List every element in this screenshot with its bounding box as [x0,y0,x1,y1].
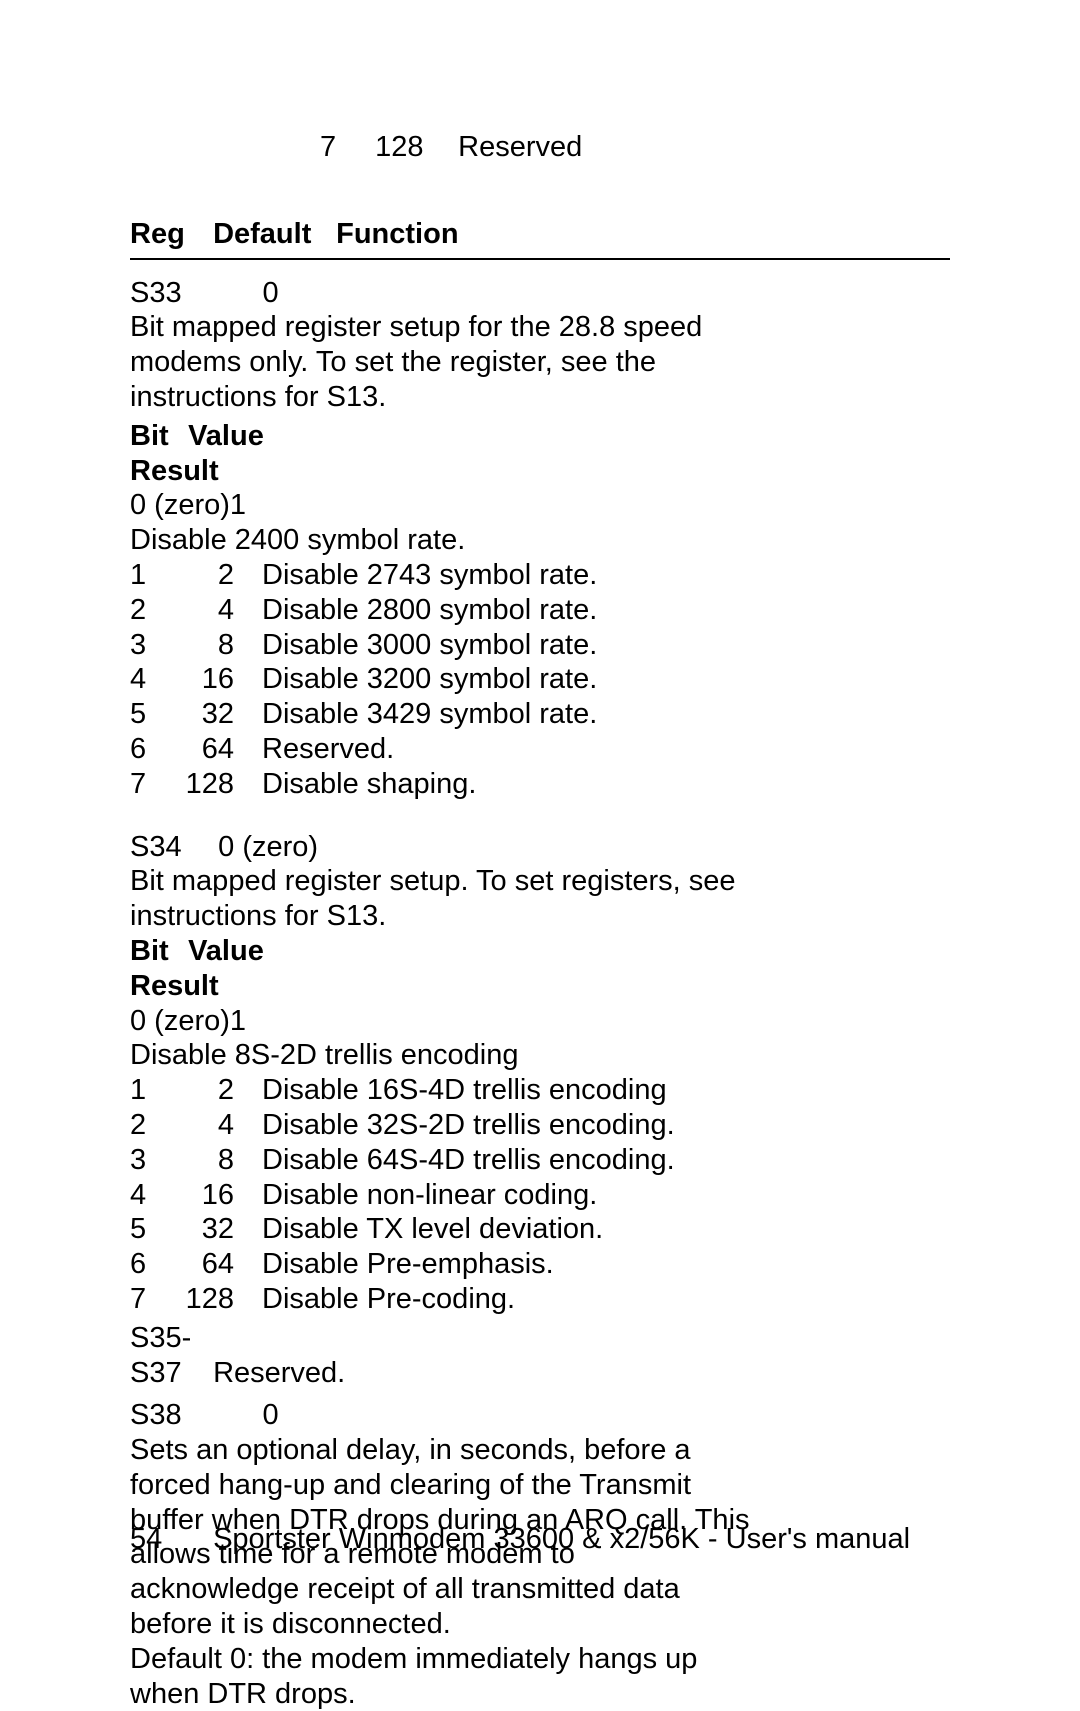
bit-row: 0 (zero)1 Disable 8S-2D trellis encoding [130,1004,750,1074]
register-entry-s35-s37: S35- S37 Reserved. [130,1321,950,1391]
bit-row: 38Disable 3000 symbol rate. [130,628,750,663]
page-number: 54 [130,1522,205,1557]
page-footer: 54 Sportster Winmodem 33600 & x2/56K - U… [130,1522,950,1557]
bit-row: 532Disable TX level deviation. [130,1212,750,1247]
bit-header: Bit [130,934,180,969]
function-cell: Bit mapped register setup. To set regist… [130,864,750,1316]
reg-line-1: S35- [130,1321,950,1356]
reg-cell: S34 [130,830,205,865]
page-content: 7 128 Reserved Reg Default Function S33 … [0,0,1080,1711]
value-header: Value [188,934,270,969]
bit-row: 664Disable Pre-emphasis. [130,1247,750,1282]
bit-row: 416Disable non-linear coding. [130,1178,750,1213]
header-function: Function [336,218,458,250]
default-cell: Reserved. [213,1356,328,1391]
orphan-bit-row: 7 128 Reserved [320,130,950,165]
bit-header-row: Bit Value Result [130,934,750,1004]
function-desc-2: Default 0: the modem immediately hangs u… [130,1643,697,1710]
register-entry-s34: S34 0 (zero) Bit mapped register setup. … [130,830,950,1317]
register-entry-s33: S33 0 Bit mapped register setup for the … [130,276,950,802]
value-cell: 128 [375,130,450,165]
bit-header-row: Bit Value Result [130,419,750,489]
result-header: Result [130,969,610,1004]
value-header: Value [188,419,270,454]
function-cell: Bit mapped register setup for the 28.8 s… [130,310,750,801]
bit-row: 532Disable 3429 symbol rate. [130,697,750,732]
bit-row: 38Disable 64S-4D trellis encoding. [130,1143,750,1178]
default-cell: 0 [213,1398,328,1433]
bit-row: 24Disable 32S-2D trellis encoding. [130,1108,750,1143]
bit-row: 12Disable 16S-4D trellis encoding [130,1073,750,1108]
reg-cell: S35- [130,1321,205,1356]
reg-line-2: S37 Reserved. [130,1356,950,1391]
result-cell: Disable 2400 symbol rate. [130,523,610,558]
bit-zero-cell: 0 (zero)1 [130,1004,262,1039]
result-cell: Disable 8S-2D trellis encoding [130,1038,610,1073]
result-cell: Reserved [458,131,582,163]
bit-row: 664Reserved. [130,732,750,767]
bit-header: Bit [130,419,180,454]
bit-table: Bit Value Result 0 (zero)1 Disable 2400 … [130,419,750,802]
header-default: Default [213,217,328,252]
reg-cell: S37 [130,1356,205,1391]
header-reg: Reg [130,217,205,252]
table-header-row: Reg Default Function [130,217,950,260]
bit-row: 416Disable 3200 symbol rate. [130,662,750,697]
bit-table: Bit Value Result 0 (zero)1 Disable 8S-2D… [130,934,750,1317]
reg-cell: S38 [130,1398,205,1433]
bit-row: 0 (zero)1 Disable 2400 symbol rate. [130,488,750,558]
bit-row: 24Disable 2800 symbol rate. [130,593,750,628]
footer-title: Sportster Winmodem 33600 & x2/56K - User… [213,1523,910,1555]
default-cell: 0 [213,276,328,311]
function-cell: Sets an optional delay, in seconds, befo… [130,1433,750,1711]
result-header: Result [130,454,610,489]
bit-cell: 7 [320,130,367,165]
reg-cell: S33 [130,276,205,311]
bit-row: 7128Disable Pre-coding. [130,1282,750,1317]
default-cell: 0 (zero) [213,830,328,865]
bit-zero-cell: 0 (zero)1 [130,488,262,523]
bit-row: 12Disable 2743 symbol rate. [130,558,750,593]
function-desc: Bit mapped register setup. To set regist… [130,865,736,932]
function-desc: Bit mapped register setup for the 28.8 s… [130,311,702,413]
bit-row: 7128Disable shaping. [130,767,750,802]
